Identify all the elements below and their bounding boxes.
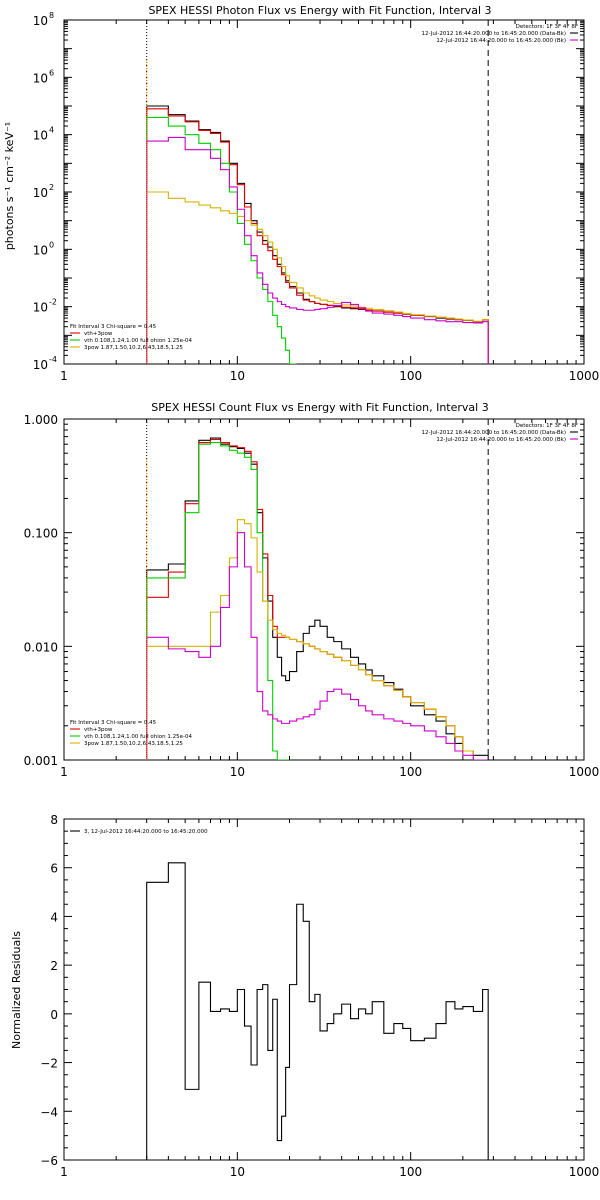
y-tick-exponent: -2 xyxy=(49,298,57,307)
x-tick-label: 1000 xyxy=(569,765,600,779)
y-tick-exponent: 2 xyxy=(49,183,54,192)
legend-entry: vth 0.108,1.24,1.00 full ohion 1.25e-04 xyxy=(84,338,192,344)
x-tick-label: 100 xyxy=(399,369,422,383)
legend-entry: vth 0.108,1.24,1.00 full ohion 1.25e-04 xyxy=(84,734,192,740)
legend-entry: vth+3pow xyxy=(84,727,113,733)
series-black-histogram xyxy=(146,862,489,1160)
y-tick-label: 0.100 xyxy=(24,527,58,541)
y-tick-label: 0.010 xyxy=(24,640,58,654)
series-red-histogram xyxy=(146,438,489,760)
plot-frame xyxy=(63,418,585,761)
y-tick-label: −2 xyxy=(40,1057,58,1071)
legend-entry: 12-Jul-2012 16:44:20.000 to 16:45:20.000… xyxy=(422,31,567,37)
residuals-panel: Normalized Residuals 1 10 100 1000 −6 −4 −2 0 2 4… xyxy=(10,813,599,1179)
y-tick-exponent: 8 xyxy=(49,11,54,20)
legend-entry: 12-Jul-2012 16:44:20.000 to 16:45:20.000… xyxy=(436,437,566,443)
legend-entry: 12-Jul-2012 16:44:20.000 to 16:45:20.000… xyxy=(422,430,567,436)
legend-entry: 3pow 1.87,1.50,10.2,6.43,18.5,1.25 xyxy=(84,345,183,351)
y-tick-exponent: 0 xyxy=(49,240,54,249)
legend-entry: 3pow 1.87,1.50,10.2,6.43,18.5,1.25 xyxy=(84,741,183,747)
series-green-histogram xyxy=(146,116,297,364)
count-flux-title: SPEX HESSI Count Flux vs Energy with Fit… xyxy=(151,401,488,414)
detectors-label: Detectors: 1F 3F 4F 8F xyxy=(516,423,578,429)
x-tick-label: 1000 xyxy=(569,369,600,383)
series-yellow-histogram xyxy=(146,191,489,364)
legend-entry: vth+3pow xyxy=(84,331,113,337)
series-red-histogram xyxy=(146,108,489,364)
y-tick-label: 0 xyxy=(50,1008,58,1022)
series-magenta-histogram xyxy=(146,136,489,364)
x-tick-label: 10 xyxy=(230,765,245,779)
x-tick-label: 1 xyxy=(60,1165,68,1179)
y-tick-label: 10 xyxy=(33,71,48,85)
legend-entry: Fit Interval 3 Chi-square = 0.45 xyxy=(70,324,157,330)
x-tick-label: 100 xyxy=(399,765,422,779)
photon-flux-ylabel: photons s⁻¹ cm⁻² keV⁻¹ xyxy=(3,122,16,250)
y-tick-label: 6 xyxy=(50,862,58,876)
series-black-histogram xyxy=(146,105,489,364)
legend-entry: Fit Interval 3 Chi-square = 0.45 xyxy=(70,720,157,726)
x-tick-label: 10 xyxy=(230,1165,245,1179)
x-tick-label: 1 xyxy=(60,765,68,779)
plot-frame xyxy=(63,19,585,365)
series-black-histogram xyxy=(146,437,489,760)
series-green-histogram xyxy=(146,442,290,760)
plot-frame xyxy=(63,818,585,1161)
x-tick-label: 100 xyxy=(399,1165,422,1179)
y-tick-label: 10 xyxy=(33,129,48,143)
residuals-ylabel: Normalized Residuals xyxy=(10,931,23,1049)
count-flux-plot: 1 10 100 1000 0.001 0.010 0.100 1.000 Fit Interv… xyxy=(24,413,600,779)
y-tick-label: 1.000 xyxy=(24,413,58,427)
y-tick-label: −4 xyxy=(40,1105,58,1119)
y-tick-exponent: 6 xyxy=(49,68,54,77)
photon-flux-title: SPEX HESSI Photon Flux vs Energy with Fi… xyxy=(148,4,491,17)
y-tick-label: −6 xyxy=(40,1154,58,1168)
y-tick-label: 10 xyxy=(33,243,48,257)
x-tick-label: 1000 xyxy=(569,1165,600,1179)
y-tick-label: 8 xyxy=(50,813,58,827)
y-tick-label: 10 xyxy=(33,186,48,200)
y-tick-label: 2 xyxy=(50,959,58,973)
y-tick-label: 10 xyxy=(33,358,48,372)
series-yellow-histogram xyxy=(146,519,489,760)
photon-flux-panel: SPEX HESSI Photon Flux vs Energy with Fi… xyxy=(3,4,599,383)
y-tick-label: 4 xyxy=(50,910,58,924)
y-tick-label: 10 xyxy=(33,14,48,28)
legend-entry: 12-Jul-2012 16:44:20.000 to 16:45:20.000… xyxy=(436,38,566,44)
detectors-label: Detectors: 1F 3F 4F 8F xyxy=(516,24,578,30)
y-tick-label: 0.001 xyxy=(24,754,58,768)
x-tick-label: 1 xyxy=(60,369,68,383)
series-magenta-histogram xyxy=(146,532,489,760)
y-tick-exponent: -4 xyxy=(49,355,57,364)
residuals-plot: 1 10 100 1000 −6 −4 −2 0 2 4 6 8 3, 12-Jul-2012 16:4… xyxy=(40,813,599,1179)
y-tick-label: 10 xyxy=(33,301,48,315)
x-tick-label: 10 xyxy=(230,369,245,383)
count-flux-panel: SPEX HESSI Count Flux vs Energy with Fit… xyxy=(24,401,600,779)
y-tick-exponent: 4 xyxy=(49,126,54,135)
legend-entry: 3, 12-Jul-2012 16:44:20.000 to 16:45:20.… xyxy=(84,829,208,835)
